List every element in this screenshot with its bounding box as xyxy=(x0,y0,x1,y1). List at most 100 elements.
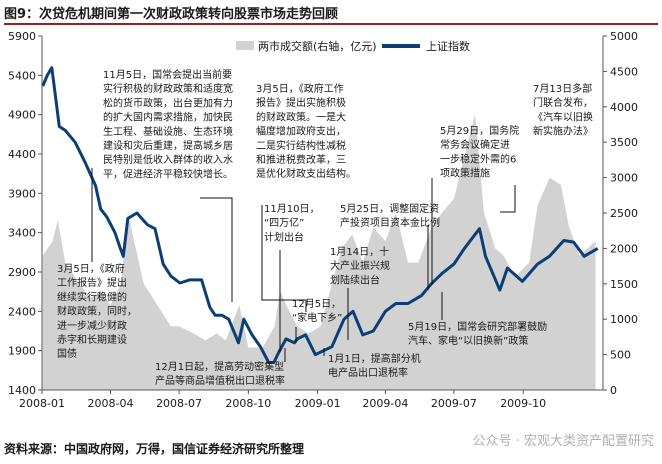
annotation-text: 11月5日，国常会提出当前要 xyxy=(103,68,232,81)
y-right-tick-label: 4500 xyxy=(610,65,638,78)
annotation-connector xyxy=(500,185,516,213)
y-right-tick-label: 5000 xyxy=(610,30,638,43)
annotation-text: 实行积极的财政政策和适度宽 xyxy=(103,82,233,95)
annotation-text: 松的货币政策，出台更加有力 xyxy=(103,96,233,109)
y-right-tick-label: 2500 xyxy=(610,207,638,220)
annotation-text: 5月25日，调整固定资 xyxy=(340,202,439,215)
y-right-tick-label: 4000 xyxy=(610,101,638,114)
annotation-text: 报告》提出实施积极 xyxy=(256,96,346,109)
annotation-text: 5月19日，国常会研究部署鼓励 xyxy=(408,320,547,333)
annotation-text: 12月5日， xyxy=(292,298,341,310)
annotation-text: 产投资项目资本金比例 xyxy=(340,216,440,229)
annotation-text: 民特别是低收入群体的收入水 xyxy=(103,153,233,166)
annotation-text: 继续实行稳健的 xyxy=(57,290,127,303)
y-right-tick-label: 500 xyxy=(610,349,631,362)
annotation-text: 12月1日起，提高劳动密集型 xyxy=(155,360,284,373)
annotation-text: 项政策措施 xyxy=(440,167,490,180)
x-tick-label: 2009-04 xyxy=(362,397,408,410)
x-tick-label: 2009-01 xyxy=(295,397,341,410)
annotation-text: 汽车、家电“以旧换新”政策 xyxy=(408,334,528,347)
annotation-connector xyxy=(261,205,307,312)
annotation-text: 进一步减少财政 xyxy=(57,319,127,332)
y-left-tick-label: 4900 xyxy=(8,109,36,122)
y-right-tick-label: 1000 xyxy=(610,313,638,326)
annotation-2008-11-10: 11月10日，“四万亿”计划出台 xyxy=(264,203,319,352)
source-note: 资料来源：中国政府网，万得，国信证券经济研究所整理 xyxy=(4,442,305,456)
annotation-text: 建设和灾后重建，提高城乡居 xyxy=(103,139,233,152)
annotation-connector xyxy=(200,197,233,302)
legend-label-index: 上证指数 xyxy=(426,39,470,53)
annotation-text: 大产业振兴规 xyxy=(330,259,390,272)
annotation-text: 国债 xyxy=(57,347,77,360)
y-left-tick-label: 3900 xyxy=(8,187,36,200)
y-left-tick-label: 5900 xyxy=(8,30,36,43)
x-tick-label: 2008-04 xyxy=(88,397,134,410)
annotation-text: 是优化财政支出结构。 xyxy=(256,167,356,180)
y-right-tick-label: 0 xyxy=(610,384,617,397)
title-rule xyxy=(4,23,658,25)
y-left-tick-label: 1400 xyxy=(8,384,36,397)
index-line-layer xyxy=(41,66,599,364)
y-left-tick-label: 2400 xyxy=(8,305,36,318)
annotation-text: 生工程、基础设施、生态环境 xyxy=(103,125,233,138)
annotation-text: 幅度增加政府支出， xyxy=(256,125,346,138)
y-left-tick-label: 4400 xyxy=(8,148,36,161)
annotation-text: 11月10日， xyxy=(264,203,319,215)
legend: 两市成交额(右轴，亿元) 上证指数 xyxy=(236,39,470,53)
annotation-text: 赤字和长期建设 xyxy=(57,333,127,346)
y-right-tick-label: 3500 xyxy=(610,136,638,149)
annotation-text: 计划出台 xyxy=(264,230,304,243)
annotation-2009-03-05: 3月5日，《政府工作报告》提出实施积极的财政政策。一是大幅度增加政府支出，二是实… xyxy=(256,82,356,312)
annotation-text: 财政政策，同时， xyxy=(57,305,137,318)
annotation-text: 新实施办法》 xyxy=(533,125,593,138)
annotation-text: 门联合发布， xyxy=(533,96,593,109)
figure-title: 图9：次贷危机期间第一次财政政策转向股票市场走势回顾 xyxy=(4,7,339,22)
x-tick-label: 2008-10 xyxy=(225,397,271,410)
y-right-tick-label: 3000 xyxy=(610,172,638,185)
annotation-2008-12-05: 12月5日，“家电下乡” xyxy=(292,298,342,343)
volume-area-layer xyxy=(42,113,596,391)
axes-layer: 1400 1900 2400 2900 3400 3900 4400 4900 5400 5900… xyxy=(8,30,638,410)
volume-area xyxy=(42,113,596,391)
annotation-text: 7月13日多部 xyxy=(533,82,592,95)
legend-swatch-volume xyxy=(236,41,254,50)
x-tick-label: 2009-10 xyxy=(500,397,546,410)
annotation-text: 划陆续出台 xyxy=(330,273,380,286)
annotation-text: “四万亿” xyxy=(264,216,304,229)
index-line xyxy=(41,66,599,364)
annotation-text: 1月1日，提高部分机 xyxy=(328,352,421,365)
x-tick-label: 2008-07 xyxy=(156,397,202,410)
annotation-text: 二是实行结构性减税 xyxy=(256,139,346,152)
annotation-text: 的财政政策。一是大 xyxy=(256,110,346,123)
annotation-text: 平，促进经济平稳较快增长。 xyxy=(103,167,233,180)
annotation-text: 电产品出口退税率 xyxy=(328,366,408,379)
annotation-text: 常务会议确定进 xyxy=(440,138,510,151)
annotation-text: 5月29日，国务院 xyxy=(440,124,519,137)
annotation-text: 和推进税费改革，三 xyxy=(256,153,346,166)
annotation-text: 3月5日，《政府工作 xyxy=(256,82,344,95)
annotations-layer: 11月5日，国常会提出当前要实行积极的财政政策和适度宽松的货币政策，出台更加有力… xyxy=(57,68,593,387)
y-left-tick-label: 2900 xyxy=(8,266,36,279)
annotation-2008-03-05: 3月5日，《政府工作报告》提出继续实行稳健的财政政策，同时，进一步减少财政赤字和… xyxy=(57,168,137,360)
annotation-text: 产品等商品增值税出口退税率 xyxy=(155,374,285,387)
y-left-tick-label: 3400 xyxy=(8,227,36,240)
y-right-tick-label: 1500 xyxy=(610,278,638,291)
annotation-text: “家电下乡” xyxy=(292,311,342,324)
y-left-tick-label: 5400 xyxy=(8,69,36,82)
x-tick-label: 2009-07 xyxy=(431,397,477,410)
y-right-tick-label: 2000 xyxy=(610,242,638,255)
annotation-text: 的扩大国内需求措施，加快民 xyxy=(103,111,233,124)
annotation-text: 工作报告》提出 xyxy=(57,276,127,289)
annotation-text: 3月5日，《政府 xyxy=(57,262,125,275)
legend-label-volume: 两市成交额(右轴，亿元) xyxy=(258,39,377,53)
watermark: 公众号 · 宏观大类资产配置研究 xyxy=(472,434,654,449)
annotation-2008-11-05: 11月5日，国常会提出当前要实行积极的财政政策和适度宽松的货币政策，出台更加有力… xyxy=(103,68,233,302)
annotation-text: 1月14日，十 xyxy=(330,245,389,258)
